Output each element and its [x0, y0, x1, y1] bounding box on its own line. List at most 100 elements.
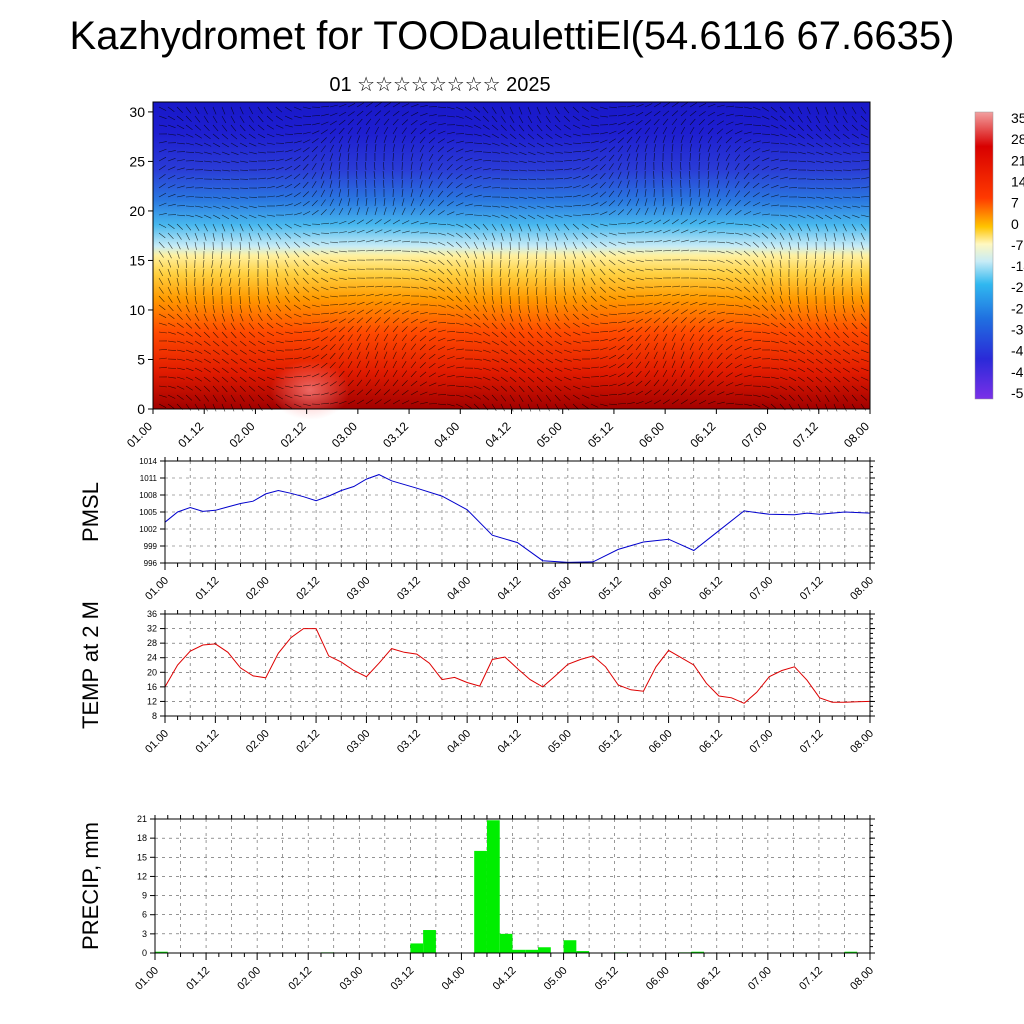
wind-barb — [284, 106, 292, 112]
wind-barb — [239, 367, 247, 373]
wind-barb — [266, 322, 274, 329]
wind-barb — [482, 160, 492, 162]
wind-barb — [518, 133, 526, 140]
wind-barb — [176, 349, 185, 352]
y-tick-label: 996 — [144, 559, 158, 568]
wind-barb — [239, 142, 248, 147]
wind-barb — [212, 376, 220, 383]
wind-barb — [554, 385, 562, 392]
wind-barb — [401, 318, 409, 324]
wind-barb — [383, 317, 391, 324]
colorbar-label: -21 — [1011, 279, 1024, 295]
wind-barb — [707, 400, 716, 405]
wind-barb — [563, 313, 570, 321]
wind-barb — [392, 127, 398, 135]
wind-barb — [743, 163, 750, 171]
wind-barb — [293, 232, 301, 238]
wind-barb — [626, 319, 635, 324]
wind-barb — [806, 322, 812, 330]
wind-barb — [824, 169, 833, 172]
wind-barb — [761, 213, 770, 216]
wind-barb — [500, 142, 509, 147]
wind-barb — [176, 167, 185, 171]
wind-barb — [824, 304, 827, 313]
wind-barb — [734, 354, 743, 360]
wind-barb — [228, 268, 232, 277]
wind-barb — [230, 115, 236, 124]
wind-barb — [428, 153, 434, 162]
wind-barb — [158, 106, 167, 111]
wind-barb — [482, 340, 491, 345]
wind-barb — [527, 160, 536, 163]
wind-barb — [662, 369, 668, 378]
wind-barb — [176, 358, 185, 361]
wind-barb — [824, 124, 831, 132]
wind-barb — [608, 154, 615, 162]
wind-barb — [841, 277, 844, 286]
wind-barb — [329, 189, 333, 198]
wind-barb — [725, 171, 730, 180]
x-tick-label: 07.00 — [739, 419, 770, 450]
grid — [165, 460, 870, 564]
wind-barb — [311, 115, 321, 117]
wind-barb — [482, 115, 490, 122]
wind-barb — [563, 232, 569, 241]
wind-barb — [311, 354, 320, 360]
wind-barb — [662, 118, 669, 126]
wind-barb — [617, 129, 625, 135]
wind-barb — [815, 313, 820, 322]
wind-barb — [491, 124, 499, 131]
wind-barb — [707, 111, 716, 117]
wind-barb — [266, 385, 275, 391]
wind-barb — [563, 385, 571, 391]
wind-barb — [437, 163, 443, 171]
wind-barb — [302, 330, 311, 333]
wind-barb — [464, 385, 473, 389]
wind-barb — [311, 154, 318, 162]
wind-barb — [644, 334, 651, 342]
wind-barb — [554, 358, 563, 363]
wind-barb — [401, 240, 411, 243]
wind-barb — [554, 295, 557, 304]
x-tick-label: 04.12 — [491, 965, 519, 993]
wind-barb — [194, 403, 200, 412]
wind-barb — [518, 322, 524, 330]
wind-barb — [194, 340, 202, 346]
wind-barb — [842, 295, 845, 305]
wind-barb — [599, 304, 608, 309]
wind-barb — [707, 390, 715, 396]
wind-barb — [302, 384, 311, 387]
wind-barb — [527, 196, 536, 199]
wind-barb — [563, 241, 567, 250]
wind-barb — [464, 149, 473, 153]
wind-barb — [779, 214, 788, 217]
wind-barb — [464, 304, 471, 311]
wind-barb — [374, 309, 382, 315]
wind-barb — [527, 115, 533, 124]
wind-barb — [221, 187, 230, 190]
wind-barb — [383, 126, 389, 135]
wind-barb — [554, 340, 563, 346]
wind-barb — [302, 338, 311, 342]
wind-barb — [535, 277, 538, 286]
wind-barb — [761, 241, 768, 249]
wind-barb — [320, 222, 330, 225]
wind-barb — [563, 186, 572, 189]
wind-barb — [851, 322, 858, 330]
wind-barb — [518, 151, 527, 156]
wind-barb — [518, 106, 523, 115]
wind-barb — [437, 346, 446, 351]
wind-barb — [500, 196, 510, 199]
wind-barb — [293, 223, 302, 228]
wind-barb — [842, 340, 850, 347]
wind-barb — [734, 163, 740, 171]
wind-barb — [401, 295, 411, 297]
wind-barb — [734, 199, 741, 207]
wind-barb — [347, 198, 351, 207]
wind-barb — [563, 331, 571, 337]
wind-barb — [338, 334, 345, 342]
wind-barb — [581, 193, 590, 198]
wind-barb — [725, 304, 735, 306]
wind-barb — [167, 331, 176, 335]
